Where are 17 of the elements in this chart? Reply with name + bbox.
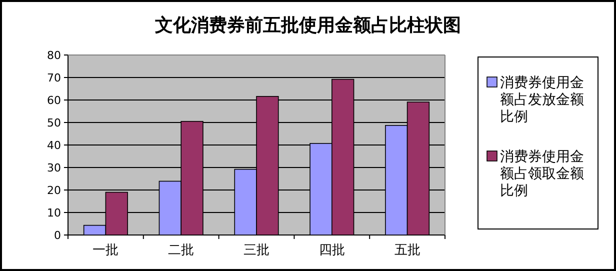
chart-title: 文化消费券前五批使用金额占比柱状图 xyxy=(154,15,461,36)
y-tick-label: 70 xyxy=(47,72,61,84)
y-tick-label: 40 xyxy=(47,139,61,152)
y-tick-label: 50 xyxy=(47,116,61,130)
legend-label: 消费券使用金额占发放金额比例 xyxy=(500,75,584,125)
x-tick-label: 一批 xyxy=(92,243,119,258)
y-tick-label: 30 xyxy=(47,162,61,174)
y-tick-label: 20 xyxy=(47,184,61,197)
x-tick-label: 五批 xyxy=(394,243,420,258)
x-tick-label: 四批 xyxy=(318,243,345,258)
y-tick-label: 80 xyxy=(47,49,61,62)
y-tick-label: 0 xyxy=(54,229,61,242)
y-tick-label: 60 xyxy=(47,94,61,107)
x-tick-label: 二批 xyxy=(168,243,194,258)
x-tick-label: 三批 xyxy=(244,243,270,258)
legend-label: 消费券使用金额占领取金额比例 xyxy=(500,149,584,199)
y-tick-label: 10 xyxy=(47,206,61,220)
